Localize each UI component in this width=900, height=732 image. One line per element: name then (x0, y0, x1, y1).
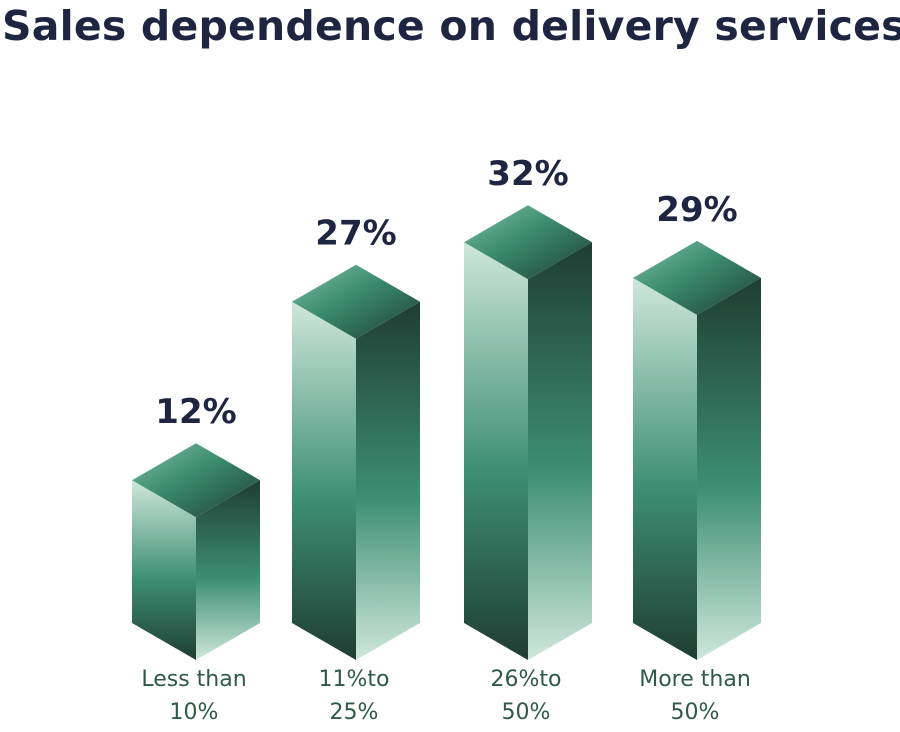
value-label: 29% (656, 190, 737, 230)
bar-side-face (528, 242, 592, 660)
bar-front-face (132, 480, 196, 660)
value-label: 32% (487, 154, 568, 194)
bar-front-face (464, 242, 528, 660)
category-label: Less than (141, 667, 246, 692)
bar-4: 29% More than 50% (633, 190, 761, 725)
bar-top-face (633, 240, 761, 315)
chart-title: Sales dependence on delivery services (2, 2, 900, 50)
bar-3: 32% 26%to 50% (464, 154, 592, 725)
bar-side-face (196, 480, 260, 660)
category-label: More than (639, 667, 751, 692)
value-label: 27% (315, 214, 396, 254)
bar-front-face (633, 277, 697, 660)
category-label: 50% (502, 700, 551, 725)
category-label: 10% (170, 700, 219, 725)
value-label: 12% (155, 392, 236, 432)
bar-1: 12% Less than 10% (132, 392, 260, 725)
category-label: 26%to (491, 667, 562, 692)
bar-top-face (464, 205, 592, 280)
category-label: 25% (330, 700, 379, 725)
category-label: 50% (671, 700, 720, 725)
bar-side-face (356, 301, 420, 660)
category-label: 11%to (319, 667, 390, 692)
bar-top-face (132, 443, 260, 518)
bar-side-face (697, 277, 761, 660)
bar-front-face (292, 301, 356, 660)
bar-2: 27% 11%to 25% (292, 214, 420, 725)
bar-top-face (292, 264, 420, 339)
